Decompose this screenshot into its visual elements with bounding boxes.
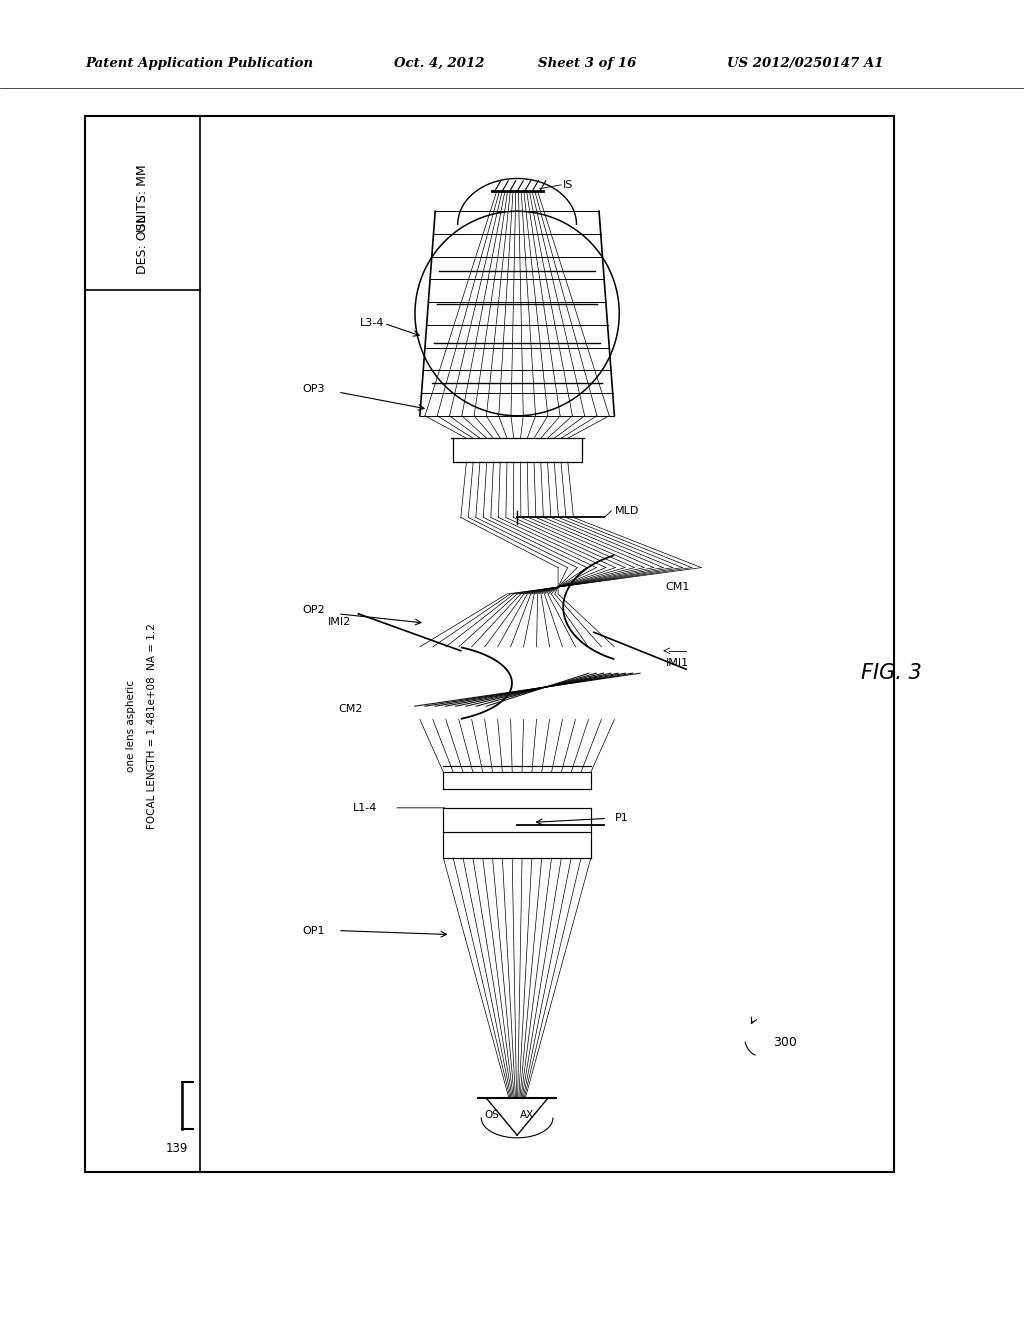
Text: Sheet 3 of 16: Sheet 3 of 16 bbox=[538, 57, 636, 70]
Text: OS: OS bbox=[484, 1110, 499, 1121]
Text: CM2: CM2 bbox=[338, 704, 362, 714]
Text: IMI2: IMI2 bbox=[328, 616, 351, 627]
Text: OP3: OP3 bbox=[302, 384, 325, 395]
Text: OP2: OP2 bbox=[302, 605, 325, 615]
Text: Patent Application Publication: Patent Application Publication bbox=[85, 57, 313, 70]
Text: FOCAL LENGTH = 1.481e+08  NA = 1.2: FOCAL LENGTH = 1.481e+08 NA = 1.2 bbox=[146, 623, 157, 829]
Text: IMI1: IMI1 bbox=[666, 657, 689, 668]
Text: L3-4: L3-4 bbox=[359, 318, 384, 329]
Text: CM1: CM1 bbox=[666, 582, 690, 593]
Text: 139: 139 bbox=[166, 1142, 188, 1155]
Text: FIG. 3: FIG. 3 bbox=[860, 663, 922, 684]
Text: US 2012/0250147 A1: US 2012/0250147 A1 bbox=[727, 57, 884, 70]
Text: 300: 300 bbox=[773, 1036, 797, 1049]
Text: UNITS: MM: UNITS: MM bbox=[136, 164, 148, 232]
Text: P1: P1 bbox=[614, 813, 628, 824]
Text: L1-4: L1-4 bbox=[353, 803, 378, 813]
Text: Oct. 4, 2012: Oct. 4, 2012 bbox=[394, 57, 484, 70]
Text: AX: AX bbox=[520, 1110, 535, 1121]
Text: OP1: OP1 bbox=[302, 925, 325, 936]
Text: DES: OSL: DES: OSL bbox=[136, 215, 148, 273]
Text: one lens aspheric: one lens aspheric bbox=[126, 680, 136, 772]
Text: MLD: MLD bbox=[614, 506, 639, 516]
Text: IS: IS bbox=[563, 180, 573, 190]
Bar bbox=[85, 116, 894, 1172]
